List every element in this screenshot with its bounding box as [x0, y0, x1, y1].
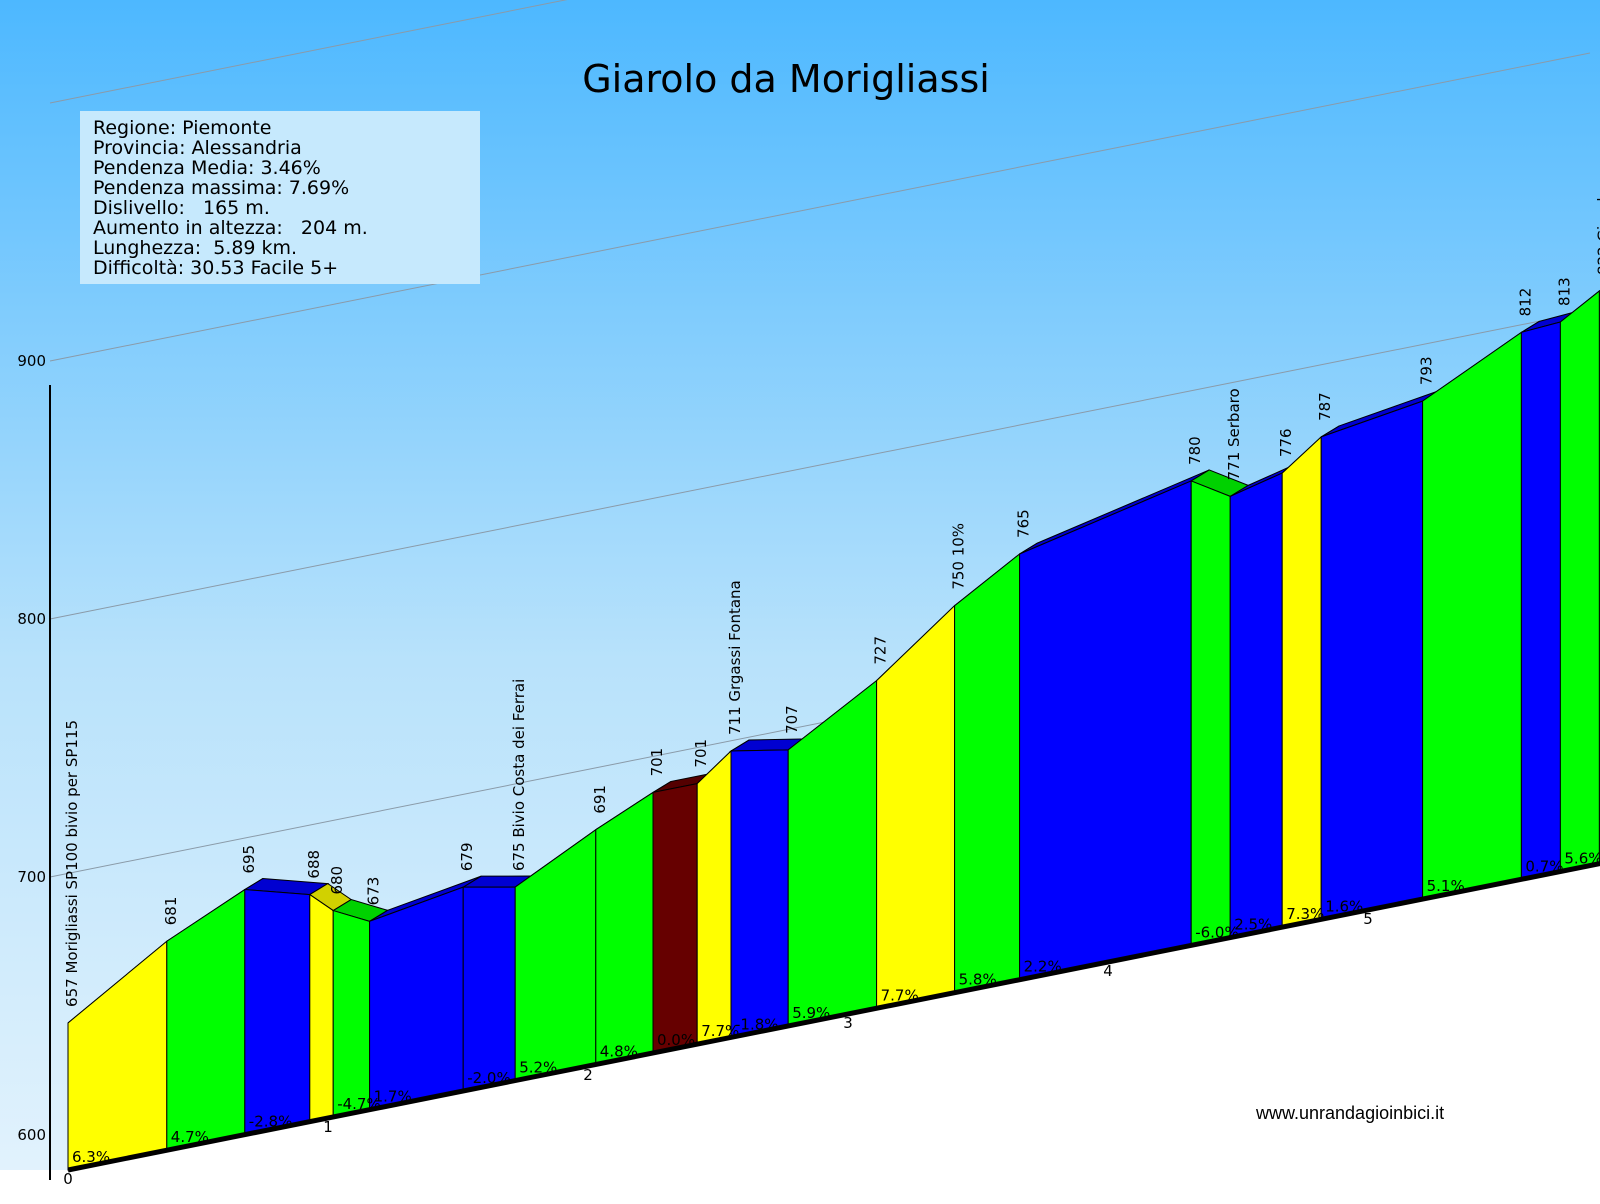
y-tick-label: 800	[17, 610, 46, 628]
segment-face-18	[1281, 435, 1322, 928]
segment-face-3	[309, 893, 334, 1123]
segment-grade-label: 2.2%	[1024, 958, 1062, 976]
point-label: 813	[1555, 277, 1573, 306]
info-pendenza-massima: Pendenza massima: 7.69%	[93, 177, 349, 199]
point-label: 691	[591, 785, 609, 814]
point-label: 701	[692, 739, 710, 768]
ground-plane	[0, 855, 1600, 1200]
point-label: 679	[458, 842, 476, 871]
segment-grade-label: -6.0%	[1195, 923, 1239, 941]
segment-grade-label: 7.7%	[881, 986, 919, 1004]
point-label: 793	[1418, 356, 1436, 385]
segment-grade-label: 5.8%	[959, 971, 997, 989]
segment-face-20	[1422, 331, 1522, 900]
gridline	[49, 310, 1591, 620]
info-box: Regione: Piemonte Provincia: Alessandria…	[80, 111, 480, 284]
info-box-background	[80, 111, 480, 284]
segment-grade-label: 6.3%	[72, 1148, 110, 1166]
point-label: 675 Bivio Costa dei Ferrai	[510, 679, 528, 871]
segment-grade-label: 5.1%	[1427, 877, 1465, 895]
point-label: 707	[783, 705, 801, 734]
chart-title: Giarolo da Morigliassi	[582, 57, 990, 101]
x-axis-baseline	[67, 861, 1600, 1173]
info-dislivello: Dislivello: 165 m.	[93, 197, 270, 219]
segment-grade-label: -4.7%	[337, 1095, 381, 1113]
point-label: 765	[1015, 509, 1033, 538]
segment-face-9	[652, 782, 698, 1054]
segment-grade-label: 5.9%	[792, 1004, 830, 1022]
segment-face-21	[1520, 321, 1561, 880]
segment-face-5	[369, 886, 464, 1111]
info-pendenza-media: Pendenza Media: 3.46%	[93, 157, 321, 179]
segment-grade-label: 5.2%	[519, 1059, 557, 1077]
segment-grade-label: 4.8%	[600, 1042, 638, 1060]
point-label: 657 Morigliassi SP100 bivio per SP115	[63, 720, 81, 1007]
point-label: 787	[1316, 392, 1334, 421]
segment-face-2	[244, 888, 311, 1136]
segment-grade-label: -2.0%	[467, 1069, 511, 1087]
point-label: 688	[305, 850, 323, 879]
y-tick-label: 700	[17, 868, 46, 886]
profile-bars	[0, 289, 1600, 1200]
point-labels: 6.3% 4.7% -2.8% -4.7%1.7% -2.0% 5.2% 4.8% 0.0% 7…	[63, 188, 1600, 1166]
segment-grade-label: 5.6%	[1564, 850, 1600, 868]
point-label: 681	[162, 897, 180, 926]
point-label: 776	[1277, 428, 1295, 457]
point-label: 701	[648, 748, 666, 777]
x-tick-label: 0	[63, 1170, 73, 1188]
point-label: 711 Grgassi Fontana	[726, 580, 744, 735]
segment-grade-label: 0.7%	[1525, 857, 1563, 875]
x-tick-label: 1	[323, 1118, 333, 1136]
point-label: 673	[365, 877, 383, 906]
segment-face-17	[1229, 472, 1283, 939]
info-regione: Regione: Piemonte	[93, 117, 272, 139]
segment-face-16	[1190, 480, 1231, 946]
segment-face-4	[332, 909, 371, 1118]
segment-face-15	[1019, 480, 1192, 981]
point-label: 727	[872, 636, 890, 665]
point-label: 680	[328, 866, 346, 895]
info-lunghezza: Lunghezza: 5.89 km.	[93, 237, 297, 259]
point-label: 822 Giarolo	[1594, 188, 1600, 275]
segment-face-22	[1559, 289, 1600, 873]
segment-face-11	[730, 749, 789, 1039]
segment-grade-label: 1.6%	[1325, 897, 1363, 915]
x-tick-label: 5	[1363, 910, 1373, 928]
x-tick-label: 4	[1103, 962, 1113, 980]
info-difficolta: Difficoltà: 30.53 Facile 5+	[93, 257, 338, 279]
segment-grade-label: 7.7%	[701, 1022, 739, 1040]
y-tick-label: 600	[17, 1126, 46, 1144]
segment-grade-label: 4.7%	[171, 1128, 209, 1146]
segment-face-19	[1320, 400, 1424, 920]
segment-face-8	[595, 791, 654, 1066]
point-label: 750 10%	[950, 523, 968, 590]
point-label: 812	[1516, 288, 1534, 317]
segment-face-6	[462, 886, 516, 1092]
segment-grade-label: 2.5%	[1234, 916, 1272, 934]
segment-grade-label: 1.7%	[374, 1088, 412, 1106]
gridline	[49, 52, 1591, 362]
x-tick-label: 3	[843, 1014, 853, 1032]
segment-grade-label: 0.0%	[657, 1031, 695, 1049]
segment-grade-label: -1.8%	[735, 1015, 779, 1033]
info-provincia: Provincia: Alessandria	[93, 137, 302, 159]
website-credit: www.unrandagioinbici.it	[1255, 1103, 1444, 1123]
segment-grade-label: -2.8%	[249, 1113, 293, 1131]
segment-face-10	[696, 749, 732, 1045]
point-label: 780	[1186, 436, 1204, 465]
gridline	[49, 0, 568, 104]
point-label: 771 Serbaro	[1225, 388, 1243, 480]
axes: 600 700 800 900 0 1 2 3 4 5	[17, 352, 1600, 1188]
info-aumento-altezza: Aumento in altezza: 204 m.	[93, 217, 368, 239]
point-label: 695	[240, 845, 258, 874]
y-tick-label: 900	[17, 352, 46, 370]
segment-grade-label: 7.3%	[1286, 905, 1324, 923]
x-tick-label: 2	[583, 1066, 593, 1084]
segment-face-14	[954, 552, 1021, 994]
